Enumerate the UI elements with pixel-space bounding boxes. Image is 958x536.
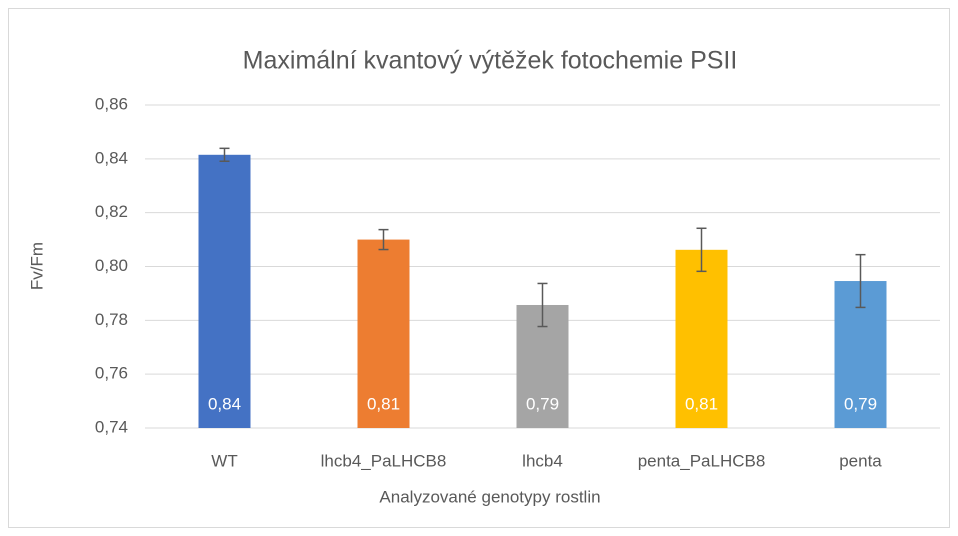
y-tick-label: 0,74	[95, 417, 128, 436]
bar	[675, 249, 728, 428]
chart-title: Maximální kvantový výtěžek fotochemie PS…	[243, 47, 738, 75]
x-axis-title: Analyzované genotypy rostlin	[379, 487, 600, 506]
value-label: 0,81	[367, 394, 400, 413]
x-tick-label: penta_PaLHCB8	[638, 451, 766, 470]
value-label: 0,81	[685, 394, 718, 413]
x-tick-label: lhcb4	[522, 451, 563, 470]
y-tick-label: 0,84	[95, 148, 128, 167]
x-tick-label: penta	[839, 451, 882, 470]
value-label: 0,84	[208, 394, 241, 413]
x-tick-label: lhcb4_PaLHCB8	[321, 451, 447, 470]
y-tick-label: 0,80	[95, 256, 128, 275]
y-tick-label: 0,78	[95, 310, 128, 329]
chart-border	[8, 8, 950, 528]
y-tick-label: 0,82	[95, 202, 128, 221]
bar	[357, 239, 410, 428]
y-axis-title: Fv/Fm	[27, 242, 46, 290]
bar	[198, 154, 251, 428]
y-tick-label: 0,76	[95, 364, 128, 383]
value-label: 0,79	[844, 394, 877, 413]
value-label: 0,79	[526, 394, 559, 413]
y-tick-label: 0,86	[95, 94, 128, 113]
x-tick-label: WT	[211, 451, 237, 470]
